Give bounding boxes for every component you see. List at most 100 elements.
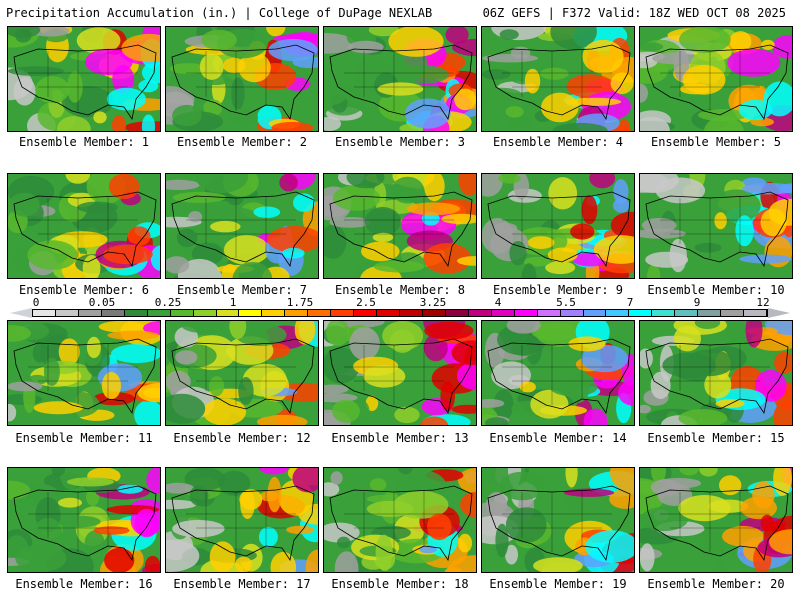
precip-map — [166, 468, 318, 572]
precip-map — [8, 321, 160, 425]
colorbar-segment — [445, 310, 469, 316]
colorbar-segment — [239, 310, 263, 316]
colorbar-segment — [262, 310, 286, 316]
ensemble-member-label: Ensemble Member: 5 — [650, 135, 782, 149]
ensemble-member-label: Ensemble Member: 4 — [492, 135, 624, 149]
colorbar-segment — [170, 310, 194, 316]
colorbar-segment — [308, 310, 332, 316]
colorbar-tick-label: 0.25 — [154, 296, 182, 309]
ensemble-member-label: Ensemble Member: 1 — [18, 135, 150, 149]
colorbar-tick-label: 1.75 — [286, 296, 314, 309]
ensemble-member-label: Ensemble Member: 16 — [15, 577, 153, 591]
ensemble-member-label: Ensemble Member: 3 — [334, 135, 466, 149]
colorbar-segment — [285, 310, 309, 316]
colorbar-tick-label: 9 — [693, 296, 701, 309]
colorbar-segment — [721, 310, 745, 316]
ensemble-member-label: Ensemble Member: 15 — [647, 431, 785, 445]
colorbar-min-arrow — [10, 308, 32, 318]
precip-map — [324, 468, 476, 572]
ensemble-member-label: Ensemble Member: 8 — [334, 283, 466, 297]
colorbar-segment — [33, 310, 56, 316]
precip-map — [324, 174, 476, 278]
ensemble-map-panel — [165, 320, 319, 426]
precip-map — [640, 174, 792, 278]
colorbar-segment — [216, 310, 240, 316]
colorbar-segment — [147, 310, 171, 316]
precip-map — [324, 27, 476, 131]
ensemble-map-panel — [323, 173, 477, 279]
header-title: Precipitation Accumulation (in.) | Colle… — [6, 6, 433, 20]
colorbar-segment — [124, 310, 148, 316]
ensemble-map-panel — [481, 26, 635, 132]
colorbar-segment — [468, 310, 492, 316]
precip-map — [166, 174, 318, 278]
ensemble-map-panel — [165, 173, 319, 279]
colorbar-tick-label: 3.25 — [419, 296, 447, 309]
precip-map — [8, 174, 160, 278]
precip-map — [166, 321, 318, 425]
precip-map — [482, 27, 634, 131]
ensemble-map-panel — [7, 26, 161, 132]
colorbar-segment — [55, 310, 79, 316]
precip-map — [640, 27, 792, 131]
colorbar-segment — [377, 310, 400, 316]
precip-map — [8, 468, 160, 572]
colorbar-tick-label: 2.5 — [356, 296, 376, 309]
ensemble-map-panel — [7, 320, 161, 426]
precip-map — [8, 27, 160, 131]
colorbar-segment — [400, 310, 423, 316]
precip-map — [640, 321, 792, 425]
colorbar-segment — [583, 310, 607, 316]
colorbar-segment — [514, 310, 538, 316]
ensemble-map-panel — [7, 467, 161, 573]
ensemble-member-label: Ensemble Member: 17 — [173, 577, 311, 591]
colorbar-segment — [354, 310, 378, 316]
precip-colorbar — [32, 309, 768, 317]
ensemble-member-label: Ensemble Member: 10 — [647, 283, 785, 297]
ensemble-map-panel — [481, 173, 635, 279]
colorbar-tick-label: 1 — [229, 296, 237, 309]
colorbar-segment — [629, 310, 653, 316]
colorbar-tick-label: 12 — [756, 296, 770, 309]
ensemble-map-panel — [7, 173, 161, 279]
colorbar-segment — [331, 310, 355, 316]
ensemble-member-label: Ensemble Member: 12 — [173, 431, 311, 445]
ensemble-map-panel — [639, 467, 793, 573]
colorbar-tick-label: 5.5 — [556, 296, 576, 309]
colorbar-tick-label: 7 — [626, 296, 634, 309]
ensemble-map-panel — [639, 26, 793, 132]
ensemble-map-panel — [323, 320, 477, 426]
colorbar-segment — [537, 310, 561, 316]
ensemble-map-panel — [639, 173, 793, 279]
ensemble-map-panel — [165, 467, 319, 573]
colorbar-segment — [652, 310, 676, 316]
ensemble-member-label: Ensemble Member: 2 — [176, 135, 308, 149]
ensemble-member-label: Ensemble Member: 19 — [489, 577, 627, 591]
precip-map — [640, 468, 792, 572]
ensemble-map-panel — [639, 320, 793, 426]
colorbar-segment — [560, 310, 584, 316]
colorbar-segment — [193, 310, 217, 316]
ensemble-member-label: Ensemble Member: 20 — [647, 577, 785, 591]
ensemble-map-panel — [481, 320, 635, 426]
colorbar-tick-label: 4 — [494, 296, 502, 309]
colorbar-tick-label: 0 — [32, 296, 40, 309]
ensemble-member-label: Ensemble Member: 13 — [331, 431, 469, 445]
colorbar-segment — [606, 310, 630, 316]
ensemble-map-panel — [323, 26, 477, 132]
ensemble-member-label: Ensemble Member: 6 — [18, 283, 150, 297]
ensemble-member-label: Ensemble Member: 7 — [176, 283, 308, 297]
ensemble-member-label: Ensemble Member: 14 — [489, 431, 627, 445]
precip-map — [482, 321, 634, 425]
precip-map — [482, 174, 634, 278]
model-run-info: 06Z GEFS | F372 Valid: 18Z WED OCT 08 20… — [482, 6, 786, 20]
colorbar-segment — [698, 310, 722, 316]
colorbar-segment — [78, 310, 102, 316]
ensemble-member-label: Ensemble Member: 9 — [492, 283, 624, 297]
colorbar-segment — [675, 310, 699, 316]
precip-map — [166, 27, 318, 131]
precip-map — [482, 468, 634, 572]
precip-map — [324, 321, 476, 425]
colorbar-segment — [491, 310, 515, 316]
colorbar-segment — [422, 310, 446, 316]
